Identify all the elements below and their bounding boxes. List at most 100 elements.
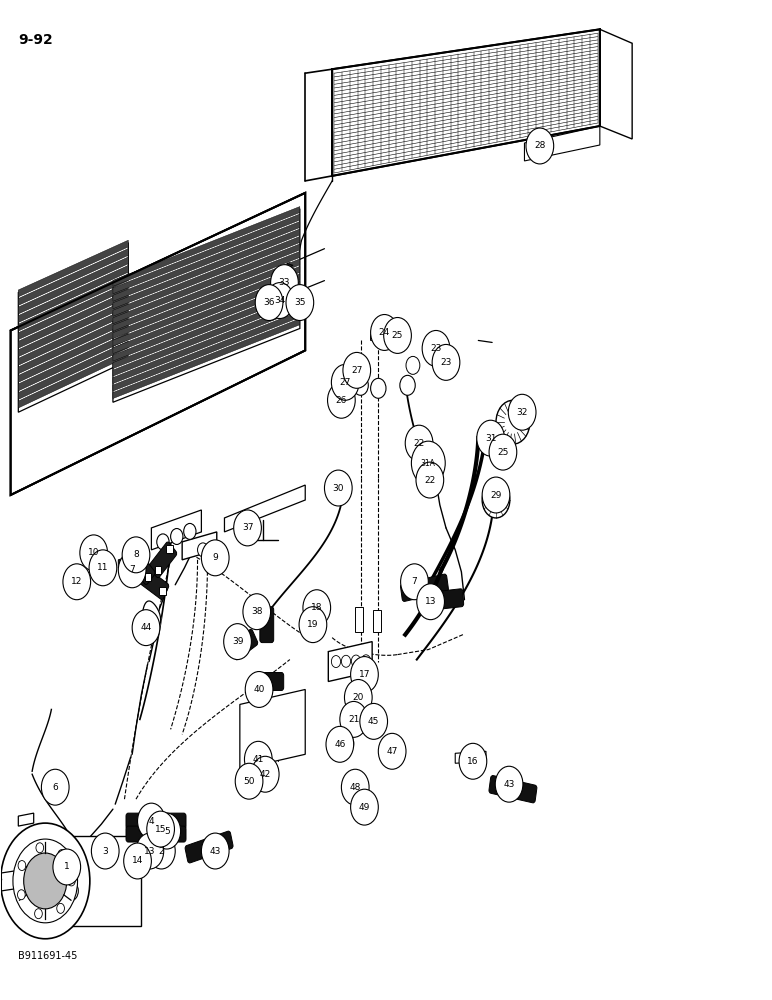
Circle shape [350, 789, 378, 825]
FancyBboxPatch shape [401, 574, 449, 601]
Text: 9: 9 [212, 553, 218, 562]
Text: 8: 8 [133, 550, 139, 559]
Circle shape [67, 876, 75, 886]
Polygon shape [142, 601, 161, 638]
Text: 35: 35 [294, 298, 306, 307]
Bar [355, 607, 363, 632]
Text: 17: 17 [359, 670, 371, 679]
Circle shape [198, 543, 208, 557]
Text: 7: 7 [411, 577, 418, 586]
Text: 29: 29 [490, 491, 502, 500]
Text: 31A: 31A [421, 459, 435, 468]
Polygon shape [19, 349, 128, 408]
Polygon shape [113, 311, 300, 391]
Polygon shape [19, 316, 128, 374]
Circle shape [91, 833, 119, 869]
Circle shape [137, 803, 165, 839]
Text: 10: 10 [88, 548, 100, 557]
Text: 39: 39 [232, 637, 243, 646]
Circle shape [147, 833, 175, 869]
Text: 42: 42 [259, 770, 271, 779]
Polygon shape [113, 214, 300, 294]
Polygon shape [113, 274, 300, 354]
Circle shape [508, 394, 536, 430]
Circle shape [489, 490, 503, 510]
Text: 43: 43 [209, 847, 221, 856]
Circle shape [496, 400, 530, 444]
Text: 41: 41 [252, 755, 264, 764]
Polygon shape [19, 243, 128, 412]
Circle shape [53, 849, 80, 885]
Circle shape [171, 529, 183, 544]
Circle shape [324, 470, 352, 506]
Text: 23: 23 [440, 358, 452, 367]
Circle shape [245, 672, 273, 707]
Circle shape [482, 477, 510, 513]
Circle shape [489, 434, 516, 470]
Text: 31: 31 [485, 434, 496, 443]
Text: B911691-45: B911691-45 [19, 951, 78, 961]
Text: 5: 5 [164, 827, 170, 836]
Text: 16: 16 [467, 757, 479, 766]
Circle shape [432, 344, 460, 380]
Circle shape [245, 771, 258, 787]
Polygon shape [19, 240, 128, 297]
Polygon shape [151, 510, 201, 550]
Text: 36: 36 [263, 298, 275, 307]
Polygon shape [328, 642, 372, 681]
Polygon shape [113, 222, 300, 301]
Circle shape [350, 778, 364, 796]
Text: 37: 37 [242, 523, 253, 532]
Text: 25: 25 [392, 331, 403, 340]
Polygon shape [61, 836, 141, 926]
Circle shape [459, 743, 487, 779]
FancyBboxPatch shape [145, 573, 151, 581]
Circle shape [363, 711, 378, 731]
Circle shape [361, 655, 371, 667]
FancyBboxPatch shape [124, 545, 155, 585]
Text: 30: 30 [333, 484, 344, 493]
Circle shape [80, 535, 107, 571]
Polygon shape [2, 871, 15, 891]
Text: 32: 32 [516, 408, 528, 417]
Polygon shape [19, 291, 128, 348]
FancyBboxPatch shape [424, 589, 464, 611]
Text: 27: 27 [351, 366, 363, 375]
Circle shape [89, 550, 117, 586]
Circle shape [243, 594, 271, 630]
Text: 20: 20 [353, 693, 364, 702]
Circle shape [526, 128, 554, 164]
Text: 48: 48 [350, 783, 361, 792]
Bar [373, 610, 381, 632]
Circle shape [57, 903, 64, 913]
Circle shape [326, 726, 354, 762]
Polygon shape [600, 29, 632, 139]
Polygon shape [113, 304, 300, 384]
Circle shape [495, 766, 523, 802]
Polygon shape [113, 236, 300, 316]
Polygon shape [113, 319, 300, 399]
Text: 9-92: 9-92 [19, 33, 53, 47]
Polygon shape [113, 251, 300, 331]
Polygon shape [19, 307, 128, 365]
Circle shape [341, 655, 350, 667]
Polygon shape [19, 265, 128, 322]
Polygon shape [455, 751, 486, 763]
Text: 43: 43 [503, 780, 515, 789]
Text: 26: 26 [336, 396, 347, 405]
Circle shape [371, 378, 386, 398]
Circle shape [401, 564, 428, 600]
Text: 7: 7 [129, 565, 135, 574]
Text: 33: 33 [279, 278, 290, 287]
Polygon shape [113, 259, 300, 339]
Polygon shape [113, 229, 300, 309]
FancyBboxPatch shape [229, 629, 258, 660]
FancyBboxPatch shape [260, 607, 274, 643]
Circle shape [271, 265, 298, 301]
Circle shape [353, 375, 368, 395]
Text: 22: 22 [414, 439, 425, 448]
Polygon shape [118, 554, 138, 568]
Polygon shape [19, 299, 128, 357]
Text: 4: 4 [148, 817, 154, 826]
Circle shape [331, 656, 340, 668]
